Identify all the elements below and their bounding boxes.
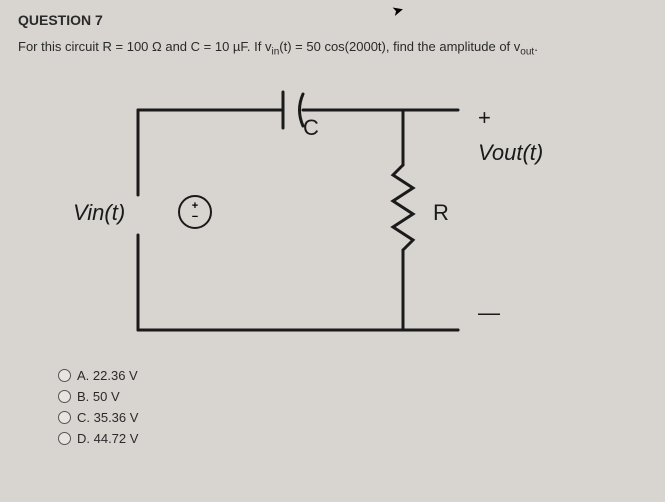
q-sub2: out (520, 47, 534, 58)
radio-icon[interactable] (58, 369, 71, 382)
capacitor-label: C (303, 115, 319, 141)
vout-label: Vout(t) (478, 140, 543, 166)
option-b[interactable]: B. 50 V (58, 389, 647, 404)
source-plus: + (192, 201, 198, 212)
option-b-label: B. 50 V (77, 389, 120, 404)
q-prefix: For this circuit R = 100 Ω and C = 10 µF… (18, 39, 271, 54)
radio-icon[interactable] (58, 411, 71, 424)
question-prompt: For this circuit R = 100 Ω and C = 10 µF… (18, 38, 647, 60)
vout-minus: — (478, 300, 498, 326)
q-mid: (t) = 50 cos(2000t), find the amplitude … (279, 39, 520, 54)
radio-icon[interactable] (58, 390, 71, 403)
resistor-label: R (433, 200, 449, 226)
question-number: QUESTION 7 (18, 12, 647, 28)
option-c[interactable]: C. 35.36 V (58, 410, 647, 425)
option-a[interactable]: A. 22.36 V (58, 368, 647, 383)
circuit-svg (108, 80, 488, 350)
option-a-label: A. 22.36 V (77, 368, 138, 383)
circuit-diagram: + − Vin(t) C R + Vout(t) — (18, 70, 647, 360)
q-suffix: . (534, 39, 538, 54)
answer-options: A. 22.36 V B. 50 V C. 35.36 V D. 44.72 V (58, 368, 647, 446)
source-minus: − (192, 212, 198, 223)
voltage-source-icon: + − (178, 195, 212, 229)
option-c-label: C. 35.36 V (77, 410, 138, 425)
option-d[interactable]: D. 44.72 V (58, 431, 647, 446)
vin-label: Vin(t) (73, 200, 125, 226)
option-d-label: D. 44.72 V (77, 431, 138, 446)
vout-plus: + (478, 105, 491, 131)
radio-icon[interactable] (58, 432, 71, 445)
